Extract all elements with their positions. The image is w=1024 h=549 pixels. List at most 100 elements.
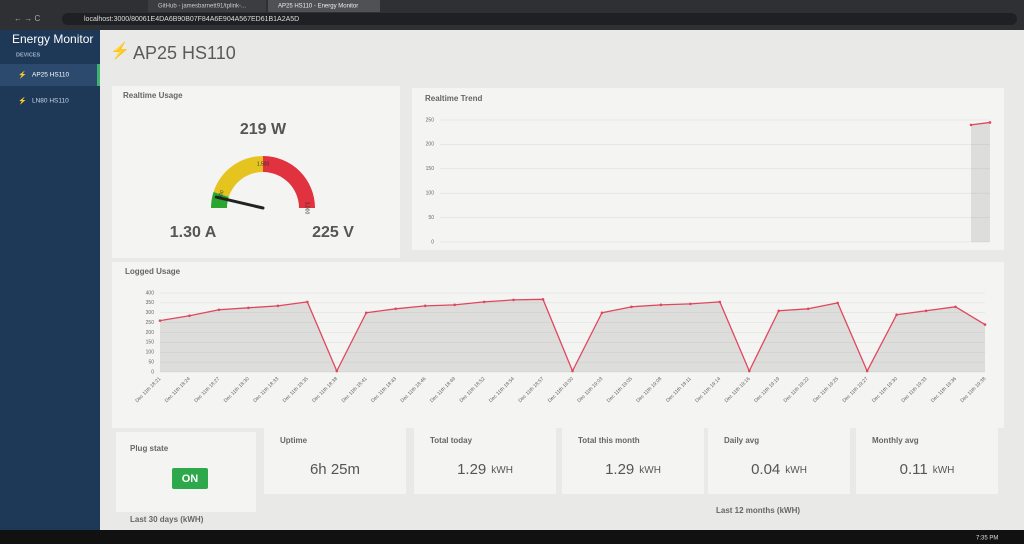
y-tick-label: 50 bbox=[428, 215, 434, 221]
point bbox=[689, 302, 692, 306]
tab-title: GitHub - jamesbarnett91/tplink-... bbox=[158, 4, 246, 10]
stat-value: 1.29 kWH bbox=[605, 461, 661, 478]
point bbox=[747, 369, 751, 373]
device-icon: ⚡ bbox=[18, 96, 27, 105]
device-link[interactable]: AP25 HS110 bbox=[32, 72, 69, 79]
point bbox=[806, 307, 810, 311]
stat-unit: kWH bbox=[491, 465, 513, 476]
stat-card bbox=[708, 428, 850, 494]
point bbox=[158, 319, 162, 322]
point bbox=[836, 301, 839, 305]
nav-buttons[interactable]: ← → C bbox=[14, 14, 40, 23]
point bbox=[453, 303, 456, 307]
y-tick-label: 100 bbox=[426, 191, 435, 197]
y-tick-label: 0 bbox=[431, 239, 434, 245]
y-tick-label: 150 bbox=[146, 340, 155, 346]
gauge-band bbox=[213, 156, 263, 197]
point bbox=[924, 309, 928, 313]
stat-number: 0.11 bbox=[900, 461, 928, 478]
point bbox=[600, 311, 604, 315]
plug-icon: ⚡ bbox=[110, 41, 130, 60]
point bbox=[364, 311, 368, 315]
active-marker bbox=[97, 64, 100, 86]
stat-value: 0.11 kWH bbox=[900, 461, 955, 478]
point bbox=[969, 123, 973, 127]
stat-number: 1.29 bbox=[457, 461, 486, 478]
y-tick-label: 350 bbox=[146, 300, 155, 306]
stat-label: Total today bbox=[430, 436, 473, 445]
stat-card bbox=[856, 428, 998, 494]
point bbox=[865, 369, 869, 373]
plug-state: ON bbox=[182, 473, 199, 485]
point bbox=[983, 323, 987, 326]
point bbox=[541, 298, 545, 301]
device-link[interactable]: LN80 HS110 bbox=[32, 98, 69, 105]
tab-title: AP25 HS110 - Energy Monitor bbox=[278, 4, 358, 10]
stat-label: Daily avg bbox=[724, 436, 759, 445]
active-device[interactable] bbox=[0, 64, 100, 86]
stat-label: Monthly avg bbox=[872, 436, 919, 445]
gauge-tick-label: 1,500 bbox=[257, 161, 270, 167]
section-label: DEVICES bbox=[16, 52, 40, 58]
y-tick-label: 250 bbox=[426, 117, 435, 123]
stat-value: 0.04 kWH bbox=[751, 461, 807, 478]
y-tick-label: 0 bbox=[151, 369, 154, 375]
device-icon: ⚡ bbox=[18, 70, 27, 79]
point bbox=[777, 309, 781, 313]
stat-label: Total this month bbox=[578, 436, 640, 445]
panel-title: Logged Usage bbox=[125, 267, 181, 276]
stat-number: 0.04 bbox=[751, 461, 780, 478]
realtime-trend-chart: 0 50 100 150 200 250 bbox=[426, 117, 992, 245]
y-tick-label: 200 bbox=[146, 330, 155, 336]
gauge-band bbox=[263, 156, 315, 208]
stat-card bbox=[562, 428, 704, 494]
gauge-tick-label: 300 bbox=[217, 189, 225, 199]
point bbox=[276, 304, 280, 308]
url-bar[interactable] bbox=[62, 13, 1017, 25]
panel-title: Realtime Trend bbox=[425, 94, 482, 103]
y-tick-label: 400 bbox=[146, 290, 155, 296]
point bbox=[306, 300, 309, 304]
y-tick-label: 50 bbox=[148, 359, 154, 365]
panel-title: Realtime Usage bbox=[123, 91, 183, 100]
stat-unit: kWH bbox=[639, 465, 661, 476]
point bbox=[630, 305, 633, 309]
page-title: AP25 HS110 bbox=[133, 43, 236, 63]
y-tick-label: 200 bbox=[426, 142, 435, 148]
stat-value: 1.29 kWH bbox=[457, 461, 513, 478]
point bbox=[895, 313, 898, 317]
area bbox=[971, 122, 990, 242]
line bbox=[970, 121, 991, 126]
section-title: Last 12 months (kWH) bbox=[716, 506, 800, 515]
point bbox=[512, 298, 515, 302]
power-value: 219 W bbox=[240, 121, 287, 138]
gauge: 300 1,500 3,000 bbox=[211, 156, 315, 214]
y-tick-label: 100 bbox=[146, 350, 155, 356]
point bbox=[247, 306, 250, 310]
y-tick-label: 250 bbox=[146, 320, 155, 326]
tab[interactable] bbox=[148, 0, 266, 12]
point bbox=[335, 369, 339, 373]
y-tick-label: 300 bbox=[146, 310, 155, 316]
sidebar bbox=[0, 30, 100, 530]
point bbox=[988, 121, 992, 124]
stats: Uptime 6h 25m Total today 1.29 kWH Total this… bbox=[264, 428, 998, 494]
plug-toggle[interactable] bbox=[172, 468, 208, 489]
y-tick-label: 150 bbox=[426, 166, 435, 172]
point bbox=[659, 303, 663, 307]
gauge-needle bbox=[214, 195, 265, 210]
stat-card bbox=[264, 428, 406, 494]
point bbox=[718, 300, 722, 304]
point bbox=[188, 314, 191, 318]
area bbox=[160, 299, 985, 372]
app-title: Energy Monitor bbox=[12, 32, 93, 46]
clock: 7:35 PM bbox=[976, 536, 998, 542]
point bbox=[423, 304, 427, 308]
point bbox=[217, 308, 221, 312]
stat-value: 6h 25m bbox=[310, 461, 360, 478]
tab-active[interactable] bbox=[268, 0, 380, 12]
voltage-value: 225 V bbox=[312, 224, 354, 241]
point bbox=[571, 369, 574, 373]
stat-card bbox=[414, 428, 556, 494]
